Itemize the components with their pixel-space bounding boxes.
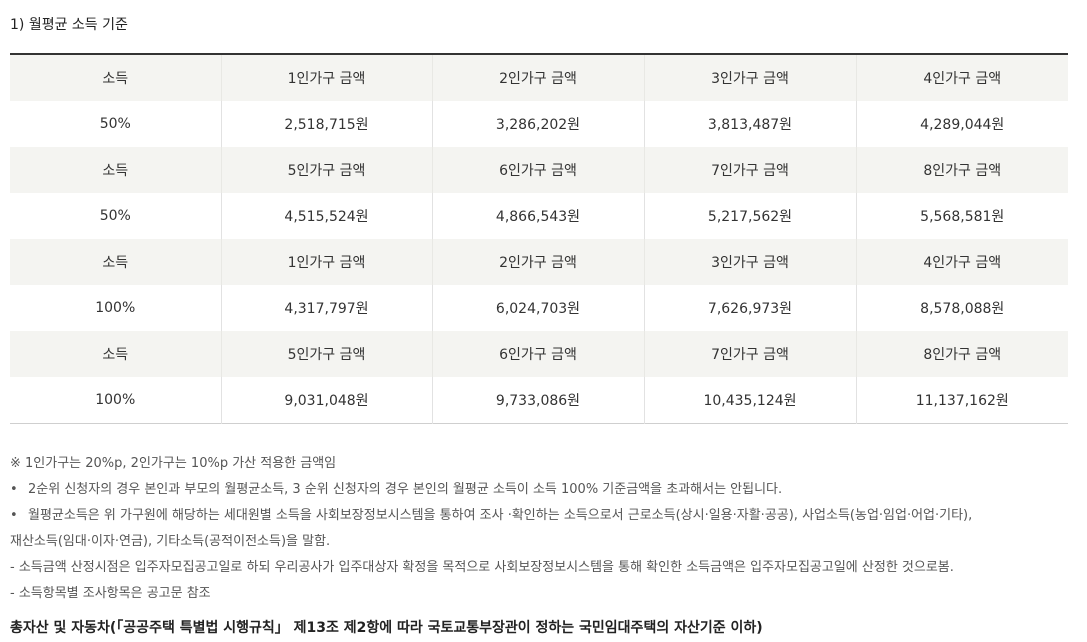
table-cell: 3,286,202원 xyxy=(431,101,644,147)
header-cell: 소득 xyxy=(10,331,221,377)
table-cell: 4,866,543원 xyxy=(431,193,644,239)
header-cell: 5인가구 금액 xyxy=(220,147,432,193)
table-cell: 10,435,124원 xyxy=(643,377,856,424)
table-cell: 5,217,562원 xyxy=(643,193,856,239)
table-header-row: 소득 1인가구 금액 2인가구 금액 3인가구 금액 4인가구 금액 xyxy=(10,54,1068,101)
table-cell: 100% xyxy=(10,285,221,331)
table-cell: 4,289,044원 xyxy=(855,101,1068,147)
header-cell: 2인가구 금액 xyxy=(431,239,644,285)
asset-criteria-heading: 총자산 및 자동차(「공공주택 특별법 시행규칙」 제13조 제2항에 따라 국… xyxy=(10,620,763,636)
header-cell: 3인가구 금액 xyxy=(643,239,856,285)
table-cell: 9,031,048원 xyxy=(220,377,432,424)
table-header-row: 소득 5인가구 금액 6인가구 금액 7인가구 금액 8인가구 금액 xyxy=(10,147,1068,193)
header-cell: 6인가구 금액 xyxy=(431,331,644,377)
note-text: 2순위 신청자의 경우 본인과 부모의 월평균소득, 3 순위 신청자의 경우 … xyxy=(28,482,783,497)
table-cell: 11,137,162원 xyxy=(855,377,1068,424)
table-cell: 3,813,487원 xyxy=(643,101,856,147)
note-income-definition: • 월평균소득은 위 가구원에 해당하는 세대원별 소득을 사회보장정보시스템을 … xyxy=(10,503,1080,529)
income-standard-table: 소득 1인가구 금액 2인가구 금액 3인가구 금액 4인가구 금액 50% 2,518,7… xyxy=(10,53,1068,424)
table-cell: 100% xyxy=(10,377,221,424)
note-reference: - 소득항목별 조사항목은 공고문 참조 xyxy=(10,586,211,601)
bullet-marker: • xyxy=(10,508,18,523)
note-priority-limit: • 2순위 신청자의 경우 본인과 부모의 월평균소득, 3 순위 신청자의 경우… xyxy=(10,477,1080,503)
table-header-row: 소득 5인가구 금액 6인가구 금액 7인가구 금액 8인가구 금액 xyxy=(10,331,1068,377)
header-cell: 8인가구 금액 xyxy=(855,147,1068,193)
header-cell: 소득 xyxy=(10,147,221,193)
table-row: 100% 9,031,048원 9,733,086원 10,435,124원 11,13… xyxy=(10,377,1068,424)
table-cell: 2,518,715원 xyxy=(220,101,432,147)
header-cell: 소득 xyxy=(10,54,221,101)
header-cell: 1인가구 금액 xyxy=(220,54,432,101)
header-cell: 3인가구 금액 xyxy=(643,54,856,101)
header-cell: 소득 xyxy=(10,239,221,285)
header-cell: 4인가구 금액 xyxy=(855,239,1068,285)
table-header-row: 소득 1인가구 금액 2인가구 금액 3인가구 금액 4인가구 금액 xyxy=(10,239,1068,285)
header-cell: 4인가구 금액 xyxy=(855,54,1068,101)
notes-section: ※ 1인가구는 20%p, 2인가구는 10%p 가산 적용한 금액임 • 2순위… xyxy=(10,451,1080,607)
note-weighting: ※ 1인가구는 20%p, 2인가구는 10%p 가산 적용한 금액임 xyxy=(10,456,337,471)
table-cell: 4,515,524원 xyxy=(220,193,432,239)
header-cell: 8인가구 금액 xyxy=(855,331,1068,377)
table-cell: 8,578,088원 xyxy=(855,285,1068,331)
table-cell: 50% xyxy=(10,193,221,239)
section-title: 1) 월평균 소득 기준 xyxy=(10,17,128,33)
header-cell: 6인가구 금액 xyxy=(431,147,644,193)
header-cell: 1인가구 금액 xyxy=(220,239,432,285)
header-cell: 7인가구 금액 xyxy=(643,147,856,193)
note-calculation-date: - 소득금액 산정시점은 입주자모집공고일로 하되 우리공사가 입주대상자 확정… xyxy=(10,560,954,575)
header-cell: 2인가구 금액 xyxy=(431,54,644,101)
table-cell: 7,626,973원 xyxy=(643,285,856,331)
bullet-marker: • xyxy=(10,482,18,497)
note-income-definition-cont: 재산소득(임대·이자·연금), 기타소득(공적이전소득)을 말함. xyxy=(10,534,331,549)
note-text: 월평균소득은 위 가구원에 해당하는 세대원별 소득을 사회보장정보시스템을 통… xyxy=(28,508,973,523)
table-row: 50% 4,515,524원 4,866,543원 5,217,562원 5,568,5… xyxy=(10,193,1068,239)
table-cell: 6,024,703원 xyxy=(431,285,644,331)
table-cell: 5,568,581원 xyxy=(855,193,1068,239)
table-cell: 4,317,797원 xyxy=(220,285,432,331)
table-cell: 50% xyxy=(10,101,221,147)
table-row: 50% 2,518,715원 3,286,202원 3,813,487원 4,289,0… xyxy=(10,101,1068,147)
header-cell: 5인가구 금액 xyxy=(220,331,432,377)
table-row: 100% 4,317,797원 6,024,703원 7,626,973원 8,578,… xyxy=(10,285,1068,331)
table-cell: 9,733,086원 xyxy=(431,377,644,424)
header-cell: 7인가구 금액 xyxy=(643,331,856,377)
